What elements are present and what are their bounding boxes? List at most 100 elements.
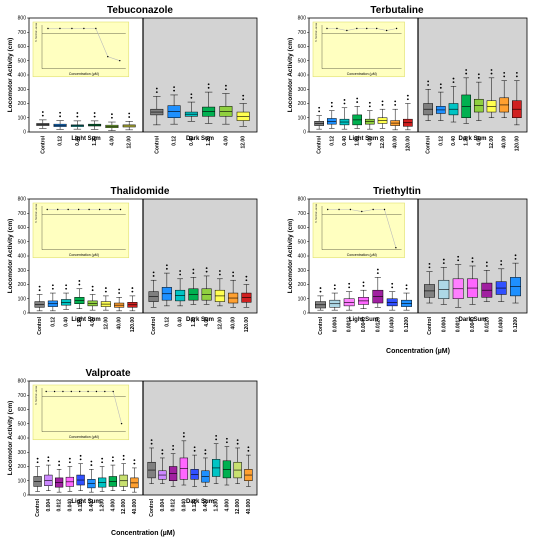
outlier-point bbox=[79, 458, 82, 461]
x-tick-label: 0.0040 bbox=[361, 317, 367, 333]
outlier-point bbox=[79, 454, 82, 457]
outlier-point bbox=[190, 96, 193, 99]
outlier-point bbox=[391, 286, 394, 289]
inset-x-label: Concentration (µM) bbox=[69, 435, 99, 439]
outlier-point bbox=[225, 88, 227, 91]
inset-point bbox=[95, 390, 98, 393]
box-dark-0: Control bbox=[147, 439, 156, 517]
box-dark-0: Control bbox=[423, 80, 433, 154]
inset-point bbox=[57, 208, 59, 211]
box-light-2: 0.0012 bbox=[343, 282, 355, 332]
outlier-point bbox=[485, 265, 488, 267]
outlier-point bbox=[76, 115, 79, 118]
y-axis-label: Locomotor Activity (cm) bbox=[7, 219, 14, 294]
outlier-point bbox=[101, 461, 104, 464]
outlier-point bbox=[68, 461, 71, 464]
inset-point bbox=[77, 208, 80, 211]
box-dark-4: 0.120 bbox=[190, 446, 199, 512]
inset-point bbox=[395, 247, 397, 249]
outlier-point bbox=[152, 275, 155, 277]
box-dark-4: 4.00 bbox=[474, 73, 484, 146]
inset-point bbox=[107, 55, 109, 58]
outlier-point bbox=[172, 448, 175, 451]
outlier-point bbox=[503, 75, 506, 78]
light-phase-label: Light Sum bbox=[349, 317, 378, 323]
box-dark-5: 12.00 bbox=[214, 270, 225, 330]
outlier-point bbox=[150, 439, 153, 442]
y-tick-label: 600 bbox=[298, 44, 307, 50]
x-tick-label: Control bbox=[37, 316, 43, 334]
outlier-point bbox=[503, 71, 506, 74]
outlier-point bbox=[68, 457, 71, 460]
outlier-point bbox=[439, 83, 442, 86]
inset-y-label: % Normal Larvae bbox=[315, 22, 318, 42]
outlier-point bbox=[215, 438, 218, 441]
inset: % Normal Larvae Concentration (µM) bbox=[312, 21, 405, 78]
outlier-point bbox=[406, 98, 409, 101]
inset-point bbox=[88, 208, 90, 211]
x-tick-label: 0.40 bbox=[178, 317, 184, 327]
x-tick-label: Control bbox=[40, 135, 46, 153]
outlier-point bbox=[59, 115, 61, 118]
y-tick-label: 500 bbox=[18, 58, 27, 64]
x-tick-label: 12.00 bbox=[127, 136, 133, 149]
x-tick-label: Control bbox=[154, 135, 160, 153]
x-tick-label: 0.0120 bbox=[484, 317, 490, 333]
outlier-point bbox=[51, 284, 54, 287]
x-tick-label: Control bbox=[151, 316, 157, 334]
y-tick-label: 100 bbox=[18, 296, 27, 302]
outlier-point bbox=[165, 267, 168, 270]
inset-background bbox=[312, 21, 405, 78]
outlier-point bbox=[204, 452, 207, 455]
x-tick-label: 0.120 bbox=[78, 499, 84, 512]
outlier-point bbox=[104, 290, 107, 293]
y-axis-label: Locomotor Activity (cm) bbox=[287, 38, 294, 113]
outlier-point bbox=[391, 282, 394, 285]
inset-point bbox=[119, 59, 121, 62]
y-tick-label: 0 bbox=[23, 311, 26, 317]
y-axis-label: Locomotor Activity (cm) bbox=[7, 401, 14, 476]
box-dark-1: 0.12 bbox=[436, 83, 446, 146]
outlier-point bbox=[47, 456, 50, 459]
box-dark-8: 12.000 bbox=[233, 439, 242, 514]
x-tick-label: 12.00 bbox=[103, 317, 109, 330]
outlier-point bbox=[179, 270, 182, 272]
outlier-point bbox=[161, 449, 164, 452]
x-tick-label: 0.040 bbox=[67, 499, 73, 512]
outlier-point bbox=[376, 268, 379, 271]
y-tick-label: 0 bbox=[303, 130, 306, 136]
outlier-point bbox=[457, 259, 460, 262]
x-tick-label: 12.00 bbox=[489, 136, 495, 149]
panel-title: Terbutaline bbox=[370, 5, 424, 16]
y-tick-label: 100 bbox=[298, 296, 307, 302]
x-tick-label: Control bbox=[427, 316, 433, 334]
outlier-point bbox=[78, 280, 81, 282]
box-dark-6: 0.1200 bbox=[510, 254, 521, 332]
x-tick-label: 0.040 bbox=[181, 499, 187, 512]
inset-point bbox=[356, 27, 358, 30]
box-dark-3: 1.20 bbox=[202, 83, 216, 146]
x-tick-label: 40.00 bbox=[502, 136, 508, 149]
outlier-point bbox=[471, 257, 474, 260]
y-tick-label: 300 bbox=[298, 87, 307, 93]
outlier-point bbox=[394, 104, 397, 106]
y-tick-label: 800 bbox=[298, 197, 307, 203]
outlier-point bbox=[118, 292, 121, 294]
box-dark-4: 4.00 bbox=[201, 267, 212, 327]
panel-triethyltin: Triethyltin 0 100 200 300 400 500 600 700 800 Loco… bbox=[287, 186, 528, 355]
inset-line bbox=[326, 28, 397, 31]
outlier-point bbox=[515, 71, 518, 74]
box-light-9: 40.000 bbox=[130, 459, 139, 514]
inset-point bbox=[120, 422, 123, 425]
outlier-point bbox=[90, 464, 93, 466]
box-light-1: 0.12 bbox=[47, 284, 58, 327]
x-tick-label: 1.20 bbox=[191, 317, 197, 327]
x-tick-label: 0.40 bbox=[64, 317, 70, 327]
box-light-5: 0.400 bbox=[87, 460, 96, 512]
outlier-point bbox=[133, 459, 136, 461]
y-tick-label: 600 bbox=[18, 225, 27, 231]
outlier-point bbox=[41, 111, 44, 113]
outlier-point bbox=[245, 275, 248, 278]
outlier-point bbox=[348, 282, 351, 285]
